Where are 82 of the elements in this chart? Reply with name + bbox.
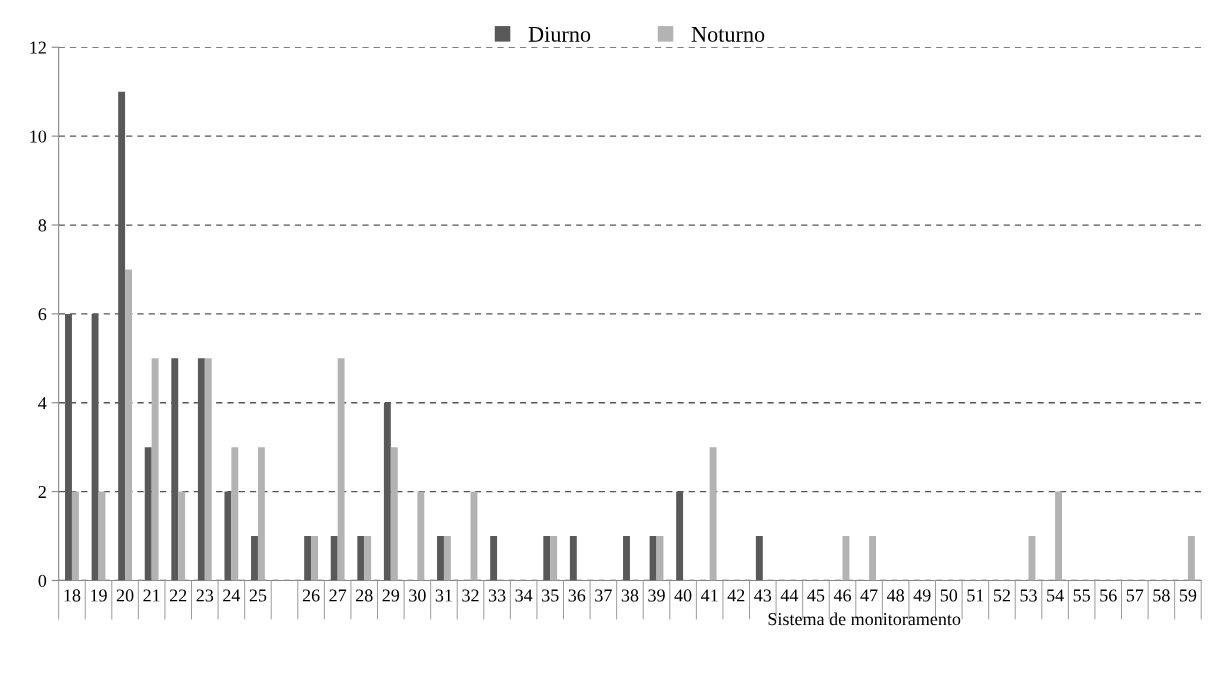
y-tick-label: 12 bbox=[30, 41, 46, 54]
bar bbox=[623, 536, 630, 581]
x-tick-label: 59 bbox=[1179, 589, 1197, 602]
bar bbox=[437, 536, 444, 581]
x-tick-label: 41 bbox=[700, 589, 718, 602]
x-tick-label: 57 bbox=[1126, 589, 1144, 602]
x-tick-label: 20 bbox=[116, 589, 134, 602]
x-tick-label: 28 bbox=[355, 589, 373, 602]
legend-label: Noturno bbox=[691, 27, 765, 42]
x-tick-label: 45 bbox=[807, 589, 825, 602]
bar bbox=[231, 447, 239, 581]
legend-label: Diurno bbox=[528, 26, 591, 42]
bar bbox=[311, 536, 318, 581]
x-tick-label: 34 bbox=[515, 589, 533, 602]
bar bbox=[171, 358, 179, 581]
bar bbox=[1187, 536, 1195, 581]
bar bbox=[125, 269, 132, 581]
x-tick-label: 19 bbox=[91, 589, 107, 602]
y-tick-label: 0 bbox=[38, 574, 47, 587]
bar bbox=[755, 536, 763, 581]
y-tick-label: 10 bbox=[30, 130, 47, 143]
x-tick-label: 54 bbox=[1047, 589, 1064, 602]
x-tick-label: 21 bbox=[143, 589, 160, 602]
bar bbox=[443, 536, 451, 581]
bar bbox=[649, 536, 657, 581]
x-tick-label: 51 bbox=[967, 589, 984, 602]
x-tick-label: 26 bbox=[302, 589, 320, 602]
x-tick-label: 50 bbox=[940, 589, 958, 602]
bar bbox=[490, 536, 498, 581]
y-tick-label: 8 bbox=[38, 219, 47, 232]
y-tick-label: 2 bbox=[38, 485, 46, 498]
x-tick-label: 38 bbox=[621, 589, 639, 602]
x-tick-label: 24 bbox=[223, 589, 241, 602]
x-tick-label: 22 bbox=[169, 589, 187, 602]
x-tick-label: 58 bbox=[1153, 589, 1170, 602]
x-tick-label: 53 bbox=[1020, 589, 1037, 602]
bar bbox=[71, 491, 79, 581]
x-tick-label: 52 bbox=[993, 589, 1010, 602]
bar bbox=[364, 536, 372, 581]
x-tick-label: 23 bbox=[196, 589, 214, 602]
x-tick-label: 31 bbox=[435, 589, 452, 602]
x-tick-label: 18 bbox=[64, 589, 81, 602]
bar bbox=[178, 491, 186, 581]
bar bbox=[204, 358, 212, 581]
x-tick-label: 47 bbox=[860, 589, 878, 602]
bar bbox=[390, 447, 398, 581]
bar bbox=[550, 536, 558, 581]
x-tick-label: 55 bbox=[1073, 589, 1090, 602]
bar bbox=[337, 358, 345, 581]
x-tick-label: 29 bbox=[382, 589, 400, 602]
bar bbox=[257, 447, 265, 581]
bar bbox=[151, 358, 159, 581]
bar bbox=[543, 536, 551, 581]
x-tick-label: 46 bbox=[833, 589, 851, 602]
x-tick-label: 39 bbox=[648, 589, 665, 602]
bar bbox=[251, 536, 258, 581]
x-tick-label: 27 bbox=[329, 589, 347, 602]
bar bbox=[304, 536, 312, 581]
x-tick-label: 35 bbox=[542, 589, 559, 602]
x-tick-label: 49 bbox=[913, 589, 931, 602]
y-tick-label: 6 bbox=[38, 308, 47, 321]
bar bbox=[417, 491, 425, 581]
bar bbox=[709, 447, 717, 581]
bar bbox=[330, 536, 338, 581]
y-tick-label: 4 bbox=[38, 397, 47, 410]
x-tick-label: 56 bbox=[1100, 589, 1117, 602]
x-tick-label: 33 bbox=[488, 589, 506, 602]
x-tick-label: 37 bbox=[595, 589, 612, 602]
bar bbox=[569, 536, 577, 581]
bar bbox=[869, 536, 876, 581]
x-axis-title: Sistema de monitoramento bbox=[768, 612, 961, 626]
x-tick-label: 43 bbox=[754, 589, 772, 602]
x-tick-label: 25 bbox=[249, 589, 267, 602]
bar bbox=[1055, 491, 1062, 581]
bar bbox=[357, 536, 365, 581]
x-tick-label: 48 bbox=[886, 589, 904, 602]
x-tick-label: 44 bbox=[780, 589, 799, 602]
x-tick-label: 40 bbox=[674, 589, 692, 602]
x-tick-label: 36 bbox=[568, 589, 586, 602]
x-tick-label: 30 bbox=[409, 589, 426, 602]
x-tick-label: 42 bbox=[727, 589, 745, 602]
x-tick-label: 32 bbox=[462, 589, 479, 602]
